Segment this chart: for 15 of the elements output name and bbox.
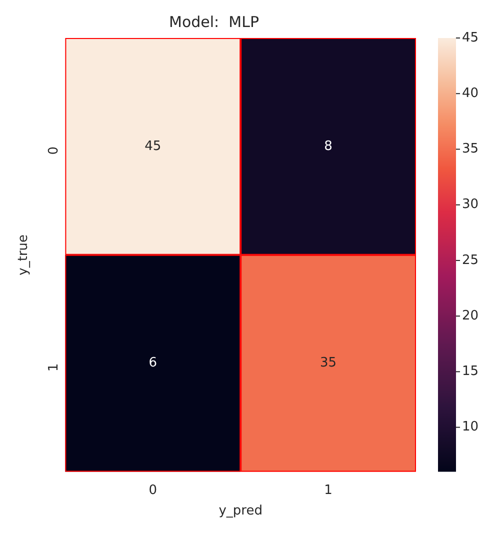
color-bar-label: 40 <box>462 86 479 101</box>
color-bar-label: 30 <box>462 197 479 212</box>
data-label: 6 <box>148 356 158 371</box>
color-bar-label: 15 <box>462 364 479 380</box>
data-label: 45 <box>144 138 162 154</box>
x-axis-title: y_pred <box>218 504 262 519</box>
chart-title: Model: MLP <box>169 12 259 31</box>
color-bar-label: 45 <box>462 30 479 46</box>
y-axis-title: y_true <box>16 234 32 276</box>
data-label: 35 <box>320 356 337 371</box>
color-bar-label: 25 <box>462 252 479 268</box>
color-bar-label: 20 <box>462 308 479 324</box>
data-label: 8 <box>324 138 332 154</box>
color-bar-label: 10 <box>462 420 479 435</box>
color-bar-label: 35 <box>462 142 479 157</box>
